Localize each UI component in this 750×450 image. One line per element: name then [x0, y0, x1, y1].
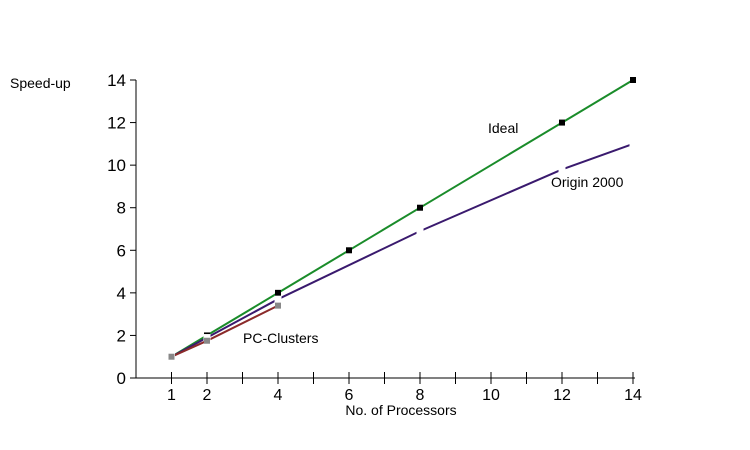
x-tick-label: 14: [624, 387, 642, 404]
y-axis-title: Speed-up: [10, 75, 71, 91]
data-point: [559, 119, 565, 126]
y-tick-label: 6: [117, 241, 126, 260]
x-tick-label: 10: [482, 387, 500, 404]
data-point: [275, 302, 281, 309]
y-tick-label: 8: [117, 199, 126, 218]
y-axis-ticks: 0 2 4 6 8 10 12 14: [107, 71, 136, 388]
data-point: [168, 353, 175, 360]
series-label-ideal: Ideal: [488, 120, 518, 136]
series-label-pc-clusters: PC-Clusters: [243, 330, 318, 346]
data-point: [275, 289, 281, 296]
x-tick-label: 1: [167, 387, 176, 404]
y-tick-label: 10: [107, 156, 126, 175]
data-point: [346, 247, 352, 254]
y-tick-label: 14: [107, 71, 126, 90]
data-point: [416, 227, 424, 235]
axes: [135, 80, 635, 379]
data-point: [274, 295, 282, 303]
series-label-origin-2000: Origin 2000: [551, 174, 624, 190]
data-point: [629, 140, 637, 148]
series-markers: [168, 77, 637, 361]
data-point: [204, 337, 210, 344]
data-point: [630, 77, 636, 83]
x-tick-label: 6: [345, 387, 354, 404]
y-tick-label: 2: [117, 326, 126, 345]
x-tick-label: 12: [553, 387, 571, 404]
x-tick-label: 2: [203, 387, 212, 404]
x-axis-title: No. of Processors: [345, 402, 456, 418]
x-tick-label: 8: [416, 387, 425, 404]
y-tick-label: 0: [117, 369, 126, 388]
y-tick-label: 12: [107, 114, 126, 133]
series-line-origin-2000: [171, 142, 634, 358]
x-tick-label: 4: [274, 387, 283, 404]
data-point: [417, 204, 423, 211]
x-axis-ticks: 1 2 4 6 8 10 12 14: [167, 372, 642, 404]
data-point: [558, 165, 566, 173]
y-tick-label: 4: [117, 284, 126, 303]
